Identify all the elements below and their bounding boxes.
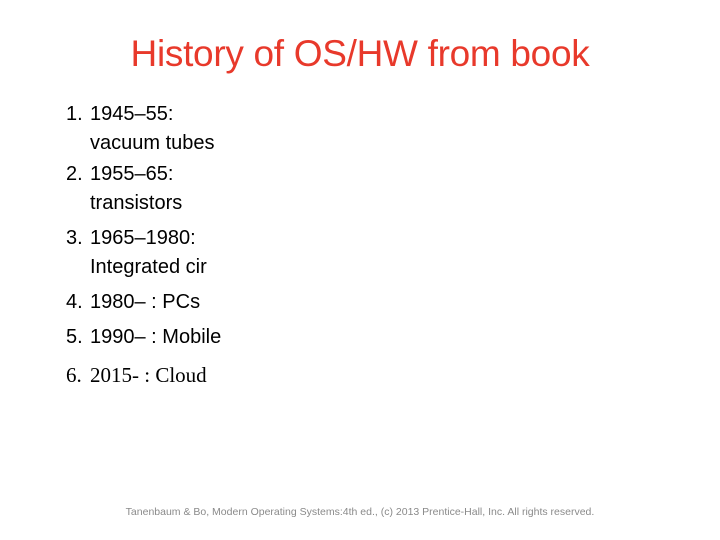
list-item-text: Integrated cir	[90, 256, 207, 278]
list-item: 3. 1965–1980: Integrated cir	[66, 224, 626, 282]
slide-footer: Tanenbaum & Bo, Modern Operating Systems…	[125, 506, 595, 518]
list-item: 5. 1990– : Mobile	[66, 323, 626, 352]
list-item-number: 3.	[66, 227, 83, 249]
list-item-number: 5.	[66, 326, 83, 348]
list-item-text: 1980– : PCs	[90, 291, 201, 313]
list-item-text: 1965–1980:	[90, 227, 196, 249]
history-list: 1. 1945–55: vacuum tubes 2. 1955–65: tra…	[66, 100, 626, 390]
list-item-number: 2.	[66, 163, 83, 185]
list-item-text: vacuum tubes	[90, 132, 215, 154]
slide-title: History of OS/HW from book	[130, 33, 590, 74]
list-item: 6. 2015- : Cloud	[66, 361, 626, 390]
list-item-text: 1955–65:	[90, 163, 174, 185]
list-item-number: 4.	[66, 291, 83, 313]
list-item: 4. 1980– : PCs	[66, 288, 626, 317]
list-item-number: 1.	[66, 103, 83, 125]
list-item-text: 2015- : Cloud	[90, 363, 207, 387]
list-item-number: 6.	[66, 363, 82, 387]
list-item: 1. 1945–55: vacuum tubes	[66, 100, 626, 158]
list-item-text: 1945–55:	[90, 103, 174, 125]
list-item-text: 1990– : Mobile	[90, 326, 222, 348]
list-item-text: transistors	[90, 192, 183, 214]
list-item: 2. 1955–65: transistors	[66, 160, 626, 218]
